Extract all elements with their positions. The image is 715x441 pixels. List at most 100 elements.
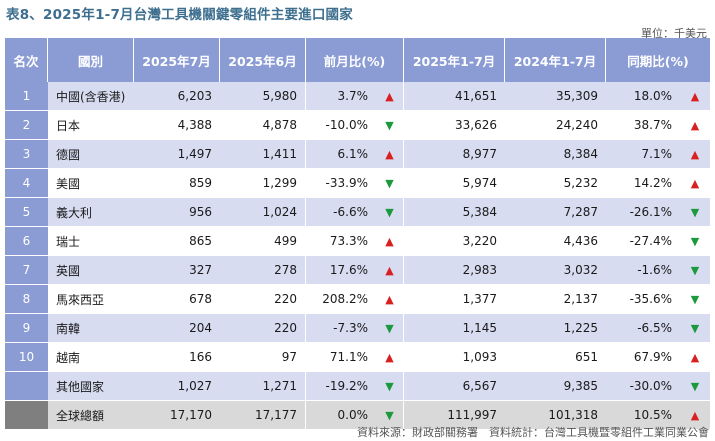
rank-cell: 8 <box>5 285 48 314</box>
ytd-2024-cell: 651 <box>505 343 607 372</box>
ytd-2025-cell: 5,974 <box>404 169 506 198</box>
mom-arrow-icon: ▲ <box>376 256 405 285</box>
jul-2025-cell: 6,203 <box>134 82 220 111</box>
mom-cell: 73.3% <box>306 227 376 256</box>
ytd-2025-cell: 41,651 <box>404 82 506 111</box>
header-mom: 前月比(%) <box>306 38 405 82</box>
ytd-2025-cell: 2,983 <box>404 256 506 285</box>
table-row: 10 越南 166 97 71.1% ▲ 1,093 651 67.9% ▲ <box>5 343 711 372</box>
jul-2025-cell: 166 <box>134 343 220 372</box>
yoy-arrow-icon: ▼ <box>680 372 711 401</box>
table-row: 3 德國 1,497 1,411 6.1% ▲ 8,977 8,384 7.1% ▲ <box>5 140 711 169</box>
ytd-2025-cell: 3,220 <box>404 227 506 256</box>
yoy-arrow-icon: ▼ <box>680 314 711 343</box>
jun-2025-cell: 97 <box>220 343 306 372</box>
rank-cell: 9 <box>5 314 48 343</box>
mom-cell: 17.6% <box>306 256 376 285</box>
mom-cell: 3.7% <box>306 82 376 111</box>
mom-cell: -19.2% <box>306 372 376 401</box>
jul-2025-cell: 1,027 <box>134 372 220 401</box>
mom-arrow-icon: ▲ <box>376 227 405 256</box>
country-cell: 越南 <box>48 343 134 372</box>
rank-cell: 3 <box>5 140 48 169</box>
country-cell: 英國 <box>48 256 134 285</box>
yoy-cell: -1.6% <box>606 256 681 285</box>
mom-arrow-icon: ▼ <box>376 314 405 343</box>
jul-2025-cell: 678 <box>134 285 220 314</box>
mom-cell: 6.1% <box>306 140 376 169</box>
yoy-arrow-icon: ▲ <box>680 343 711 372</box>
ytd-2024-cell: 24,240 <box>505 111 607 140</box>
yoy-arrow-icon: ▲ <box>680 169 711 198</box>
ytd-2025-cell: 8,977 <box>404 140 506 169</box>
unit-label: 單位：千美元 <box>641 27 707 40</box>
header-rank: 名次 <box>5 38 48 82</box>
jun-2025-cell: 17,177 <box>220 401 306 430</box>
jun-2025-cell: 1,299 <box>220 169 306 198</box>
header-yoy: 同期比(%) <box>606 38 711 82</box>
header-row: 名次 國別 2025年7月 2025年6月 前月比(%) 2025年1-7月 2… <box>5 38 711 82</box>
rank-cell: 4 <box>5 169 48 198</box>
country-cell: 日本 <box>48 111 134 140</box>
jul-2025-cell: 4,388 <box>134 111 220 140</box>
ytd-2024-cell: 101,318 <box>505 401 607 430</box>
yoy-arrow-icon: ▼ <box>680 198 711 227</box>
yoy-arrow-icon: ▲ <box>680 401 711 430</box>
jun-2025-cell: 499 <box>220 227 306 256</box>
country-cell: 義大利 <box>48 198 134 227</box>
yoy-cell: -27.4% <box>606 227 681 256</box>
ytd-2025-cell: 33,626 <box>404 111 506 140</box>
table-row: 6 瑞士 865 499 73.3% ▲ 3,220 4,436 -27.4% ▼ <box>5 227 711 256</box>
jun-2025-cell: 1,024 <box>220 198 306 227</box>
table-title: 表8、2025年1-7月台灣工具機關鍵零組件主要進口國家 <box>6 7 353 23</box>
country-cell: 瑞士 <box>48 227 134 256</box>
table-row: 8 馬來西亞 678 220 208.2% ▲ 1,377 2,137 -35.6% ▼ <box>5 285 711 314</box>
mom-arrow-icon: ▼ <box>376 169 405 198</box>
table-row: 其他國家 1,027 1,271 -19.2% ▼ 6,567 9,385 -30.0% ▼ <box>5 372 711 401</box>
ytd-2025-cell: 1,145 <box>404 314 506 343</box>
header-ytd-2024: 2024年1-7月 <box>505 38 607 82</box>
yoy-arrow-icon: ▲ <box>680 82 711 111</box>
source-note: 資料來源：財政部關務署 資料統計：台灣工具機暨零組件工業同業公會 <box>357 426 709 439</box>
mom-arrow-icon: ▼ <box>376 198 405 227</box>
jun-2025-cell: 278 <box>220 256 306 285</box>
mom-arrow-icon: ▼ <box>376 372 405 401</box>
header-jun-2025: 2025年6月 <box>220 38 306 82</box>
mom-arrow-icon: ▲ <box>376 140 405 169</box>
jul-2025-cell: 859 <box>134 169 220 198</box>
yoy-cell: 10.5% <box>606 401 681 430</box>
rank-cell: 7 <box>5 256 48 285</box>
rank-cell <box>5 401 48 430</box>
ytd-2024-cell: 9,385 <box>505 372 607 401</box>
country-cell: 中國(含香港) <box>48 82 134 111</box>
ytd-2024-cell: 2,137 <box>505 285 607 314</box>
jul-2025-cell: 327 <box>134 256 220 285</box>
country-cell: 美國 <box>48 169 134 198</box>
jun-2025-cell: 220 <box>220 285 306 314</box>
ytd-2024-cell: 35,309 <box>505 82 607 111</box>
mom-cell: -7.3% <box>306 314 376 343</box>
mom-arrow-icon: ▼ <box>376 111 405 140</box>
table-row: 4 美國 859 1,299 -33.9% ▼ 5,974 5,232 14.2% ▲ <box>5 169 711 198</box>
jul-2025-cell: 865 <box>134 227 220 256</box>
ytd-2024-cell: 3,032 <box>505 256 607 285</box>
ytd-2024-cell: 4,436 <box>505 227 607 256</box>
jul-2025-cell: 17,170 <box>134 401 220 430</box>
table-row: 1 中國(含香港) 6,203 5,980 3.7% ▲ 41,651 35,309 18.0%… <box>5 82 711 111</box>
yoy-cell: -35.6% <box>606 285 681 314</box>
jun-2025-cell: 4,878 <box>220 111 306 140</box>
mom-arrow-icon: ▼ <box>376 401 405 430</box>
header-ytd-2025: 2025年1-7月 <box>404 38 506 82</box>
yoy-cell: 7.1% <box>606 140 681 169</box>
ytd-2025-cell: 1,093 <box>404 343 506 372</box>
mom-arrow-icon: ▲ <box>376 82 405 111</box>
mom-cell: 208.2% <box>306 285 376 314</box>
jul-2025-cell: 204 <box>134 314 220 343</box>
table-row: 5 義大利 956 1,024 -6.6% ▼ 5,384 7,287 -26.1% ▼ <box>5 198 711 227</box>
header-country: 國別 <box>48 38 134 82</box>
table-row: 2 日本 4,388 4,878 -10.0% ▼ 33,626 24,240 38.7% ▲ <box>5 111 711 140</box>
yoy-cell: -6.5% <box>606 314 681 343</box>
jul-2025-cell: 956 <box>134 198 220 227</box>
jul-2025-cell: 1,497 <box>134 140 220 169</box>
rank-cell: 6 <box>5 227 48 256</box>
